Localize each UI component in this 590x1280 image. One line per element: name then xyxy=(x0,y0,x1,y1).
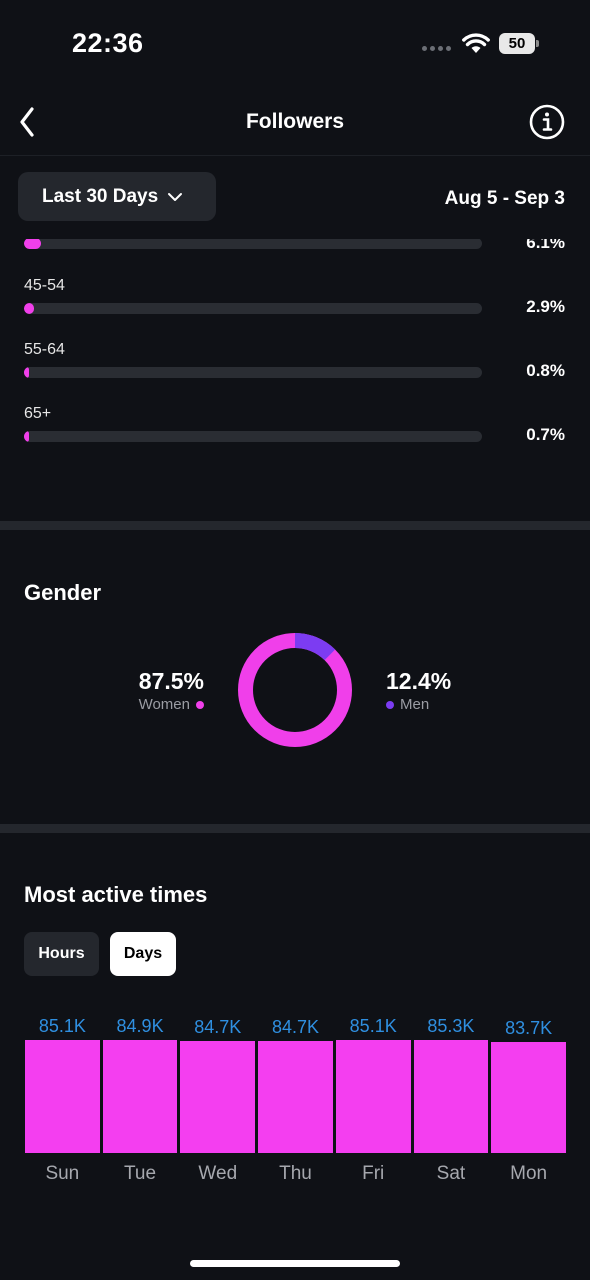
age-bar-track xyxy=(24,431,482,442)
battery-icon: 50 xyxy=(499,33,539,54)
most-active-times-title: Most active times xyxy=(24,882,208,907)
cellular-signal-icon xyxy=(422,46,451,51)
date-range-dropdown[interactable]: Last 30 Days xyxy=(18,172,216,221)
active-days-bar-chart: 85.1K Sun 84.9K Tue 84.7K Wed 84.7K Thu 85.1K Fri… xyxy=(0,1000,590,1200)
date-range-text: Aug 5 - Sep 3 xyxy=(444,188,565,209)
battery-level: 50 xyxy=(499,33,535,54)
info-circle-icon xyxy=(529,104,565,140)
donut-slice-women xyxy=(238,633,352,747)
age-bar-track xyxy=(24,303,482,314)
nav-bar: Followers xyxy=(0,92,590,156)
date-range-dropdown-label: Last 30 Days xyxy=(42,185,159,207)
age-bar-fill xyxy=(24,367,29,378)
page-title: Followers xyxy=(245,110,345,133)
status-bar: 22:36 50 xyxy=(0,0,590,90)
chart-bar xyxy=(335,1040,411,1153)
home-indicator xyxy=(190,1260,400,1267)
age-bar-fill xyxy=(24,238,41,249)
age-row: 45-54 2.9% xyxy=(0,277,590,337)
status-time: 22:36 xyxy=(72,28,144,58)
chart-value-label: 84.9K xyxy=(116,1016,164,1036)
women-legend: Women xyxy=(139,696,204,713)
back-button[interactable] xyxy=(8,102,48,142)
info-button[interactable] xyxy=(528,103,566,141)
chart-category-label: Fri xyxy=(362,1163,385,1184)
chart-category-label: Sun xyxy=(45,1163,80,1184)
age-range-section: 6.1% 45-54 2.9% 55-64 0.8% 65+ 0.7% xyxy=(0,220,590,520)
chart-category-label: Sat xyxy=(436,1163,466,1184)
chart-value-label: 84.7K xyxy=(271,1017,320,1037)
chart-bar xyxy=(180,1041,256,1153)
chart-value-label: 85.1K xyxy=(349,1016,397,1036)
donut-slice-men xyxy=(238,633,352,747)
chart-category-label: Thu xyxy=(279,1163,312,1184)
chart-category-label: Tue xyxy=(124,1163,157,1184)
women-dot xyxy=(196,700,204,709)
chart-bar xyxy=(413,1040,489,1153)
women-label: Women xyxy=(138,696,190,713)
age-label: 55-64 xyxy=(24,341,65,358)
age-bar-track xyxy=(24,238,482,249)
men-percent: 12.4% xyxy=(386,668,452,694)
chevron-left-icon xyxy=(20,107,34,137)
age-bar-fill xyxy=(24,431,29,442)
section-divider xyxy=(0,824,590,833)
chart-value-label: 85.1K xyxy=(38,1016,86,1036)
chart-bar xyxy=(25,1040,100,1153)
age-percent: 0.8% xyxy=(526,361,565,380)
age-bar-track xyxy=(24,367,482,378)
age-row: 55-64 0.8% xyxy=(0,341,590,401)
gender-title: Gender xyxy=(24,580,102,605)
wifi-icon xyxy=(462,33,490,53)
men-label: Men xyxy=(400,696,430,713)
age-label: 45-54 xyxy=(24,277,65,294)
age-bar-fill xyxy=(24,303,34,314)
hours-tab[interactable]: Hours xyxy=(24,932,99,976)
gender-donut-chart xyxy=(238,633,352,747)
men-dot xyxy=(386,700,394,709)
men-legend: Men xyxy=(386,696,429,713)
chart-bar xyxy=(102,1040,178,1153)
chart-value-label: 83.7K xyxy=(505,1018,553,1038)
chart-value-label: 84.7K xyxy=(194,1017,242,1037)
section-divider xyxy=(0,521,590,530)
filter-row: Last 30 Days Aug 5 - Sep 3 xyxy=(0,157,590,239)
age-percent: 0.7% xyxy=(526,425,565,444)
chart-category-label: Mon xyxy=(510,1163,548,1184)
chart-category-label: Wed xyxy=(198,1163,238,1184)
women-percent: 87.5% xyxy=(138,668,204,694)
chart-bar xyxy=(258,1041,333,1153)
days-tab[interactable]: Days xyxy=(110,932,176,976)
chart-bar xyxy=(491,1042,566,1153)
chart-value-label: 85.3K xyxy=(427,1016,475,1036)
age-percent: 2.9% xyxy=(526,297,565,316)
age-label: 65+ xyxy=(24,405,52,422)
age-row: 65+ 0.7% xyxy=(0,405,590,465)
chevron-down-icon xyxy=(168,192,183,201)
